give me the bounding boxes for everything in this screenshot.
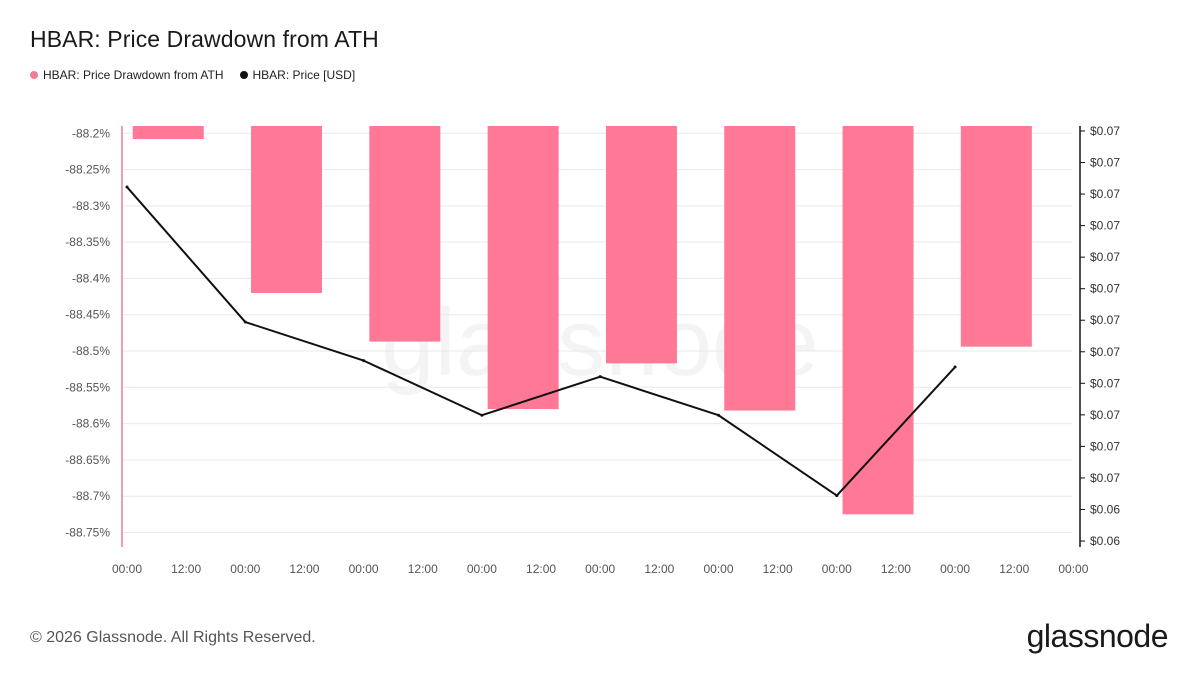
legend-item-price[interactable]: HBAR: Price [USD] <box>239 68 356 82</box>
right-tick-label: $0.07 <box>1090 471 1120 485</box>
x-tick-label: 00:00 <box>822 562 852 576</box>
left-tick-label: -88.2% <box>72 126 110 140</box>
left-tick-label: -88.4% <box>72 271 110 285</box>
left-tick-label: -88.25% <box>65 163 110 177</box>
right-tick-label: $0.07 <box>1090 282 1120 296</box>
drawdown-bar <box>960 126 1032 347</box>
x-axis: 00:00 12:00 00:00 12:00 00:00 12:00 00:00 12:00… <box>112 562 1089 576</box>
drawdown-bar <box>251 126 323 293</box>
drawdown-bar <box>132 126 204 140</box>
left-tick-label: -88.35% <box>65 235 110 249</box>
right-tick-label: $0.07 <box>1090 156 1120 170</box>
right-tick-label: $0.06 <box>1090 502 1120 516</box>
left-tick-label: -88.3% <box>72 199 110 213</box>
price-point <box>717 413 720 417</box>
x-tick-label: 00:00 <box>940 562 970 576</box>
copyright-footer: © 2026 Glassnode. All Rights Reserved. <box>30 629 316 646</box>
x-tick-label: 12:00 <box>644 562 674 576</box>
drawdown-bar <box>724 126 796 411</box>
right-tick-label: $0.07 <box>1090 376 1120 390</box>
x-tick-label: 00:00 <box>349 562 379 576</box>
legend: HBAR: Price Drawdown from ATH HBAR: Pric… <box>30 68 355 82</box>
left-tick-label: -88.6% <box>72 417 110 431</box>
drawdown-bar <box>369 126 441 342</box>
x-tick-label: 00:00 <box>112 562 142 576</box>
right-tick-label: $0.07 <box>1090 124 1120 138</box>
right-axis: $0.07 $0.07 $0.07 $0.07 $0.07 $0.07 $0.07 $0.07… <box>1079 124 1120 548</box>
x-tick-label: 12:00 <box>526 562 556 576</box>
right-tick-label: $0.06 <box>1090 534 1120 548</box>
left-tick-label: -88.55% <box>65 380 110 394</box>
legend-dot-price <box>239 71 248 79</box>
right-tick-label: $0.07 <box>1090 345 1120 359</box>
x-tick-label: 00:00 <box>230 562 260 576</box>
price-line <box>126 186 956 497</box>
x-tick-label: 12:00 <box>763 562 793 576</box>
x-tick-label: 12:00 <box>408 562 438 576</box>
x-tick-label: 12:00 <box>171 562 201 576</box>
drawdown-bar <box>487 126 559 410</box>
left-tick-label: -88.7% <box>72 489 110 503</box>
right-tick-label: $0.07 <box>1090 219 1120 233</box>
left-axis: -88.2% -88.25% -88.3% -88.35% -88.4% -88.45% -… <box>65 126 123 547</box>
price-point <box>125 185 129 189</box>
price-point <box>835 494 839 498</box>
chart-title: HBAR: Price Drawdown from ATH <box>30 26 379 52</box>
right-tick-label: $0.07 <box>1090 313 1120 327</box>
bar-series <box>132 126 1032 515</box>
x-tick-label: 12:00 <box>289 562 319 576</box>
left-tick-label: -88.45% <box>65 308 110 322</box>
line-series <box>125 185 957 498</box>
price-point <box>953 365 957 369</box>
legend-label-drawdown: HBAR: Price Drawdown from ATH <box>43 68 224 82</box>
price-point <box>243 320 247 324</box>
glassnode-logo[interactable]: glassnode <box>1026 618 1169 654</box>
x-tick-label: 12:00 <box>881 562 911 576</box>
left-tick-label: -88.65% <box>65 453 110 467</box>
legend-label-price: HBAR: Price [USD] <box>252 68 356 82</box>
drawdown-bar <box>842 126 914 515</box>
x-tick-label: 00:00 <box>1058 562 1088 576</box>
price-point <box>598 375 602 379</box>
right-tick-label: $0.07 <box>1090 187 1120 201</box>
legend-item-drawdown[interactable]: HBAR: Price Drawdown from ATH <box>30 68 224 82</box>
left-tick-label: -88.75% <box>65 525 110 539</box>
x-tick-label: 00:00 <box>585 562 615 576</box>
x-tick-label: 00:00 <box>467 562 497 576</box>
price-point <box>362 359 366 363</box>
right-tick-label: $0.07 <box>1090 408 1120 422</box>
x-tick-label: 12:00 <box>999 562 1029 576</box>
left-tick-label: -88.5% <box>72 344 110 358</box>
right-tick-label: $0.07 <box>1090 250 1120 264</box>
x-tick-label: 00:00 <box>703 562 733 576</box>
right-tick-label: $0.07 <box>1090 439 1120 453</box>
price-point <box>480 413 484 417</box>
drawdown-bar <box>605 126 677 364</box>
legend-dot-drawdown <box>30 71 38 79</box>
